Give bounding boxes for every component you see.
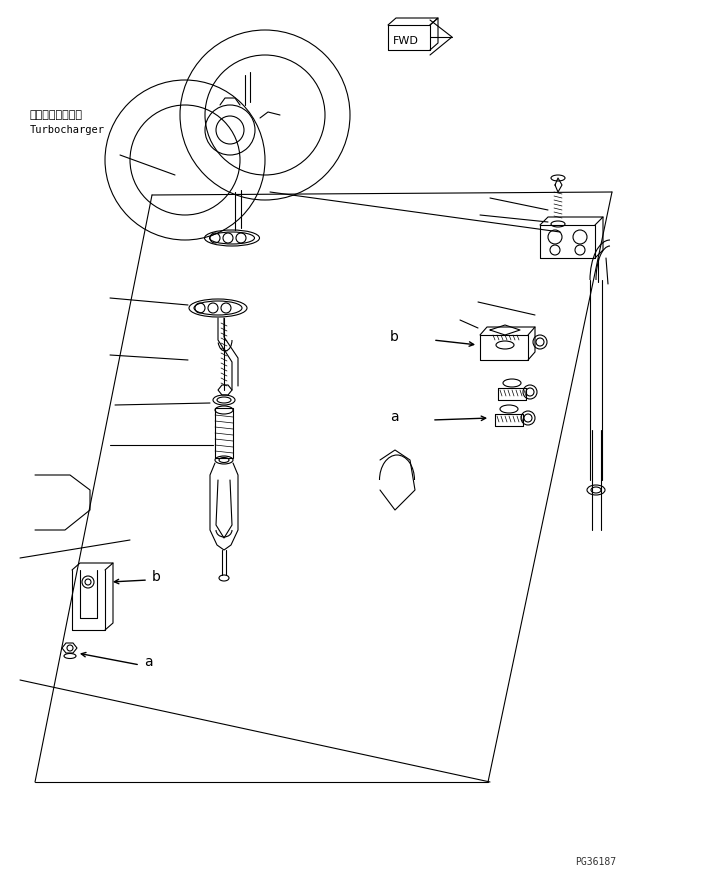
Text: a: a [144,655,153,669]
Text: b: b [390,330,399,344]
Text: a: a [390,410,398,424]
Text: Turbocharger: Turbocharger [30,125,105,135]
Bar [215,408,233,458]
Text: PG36187: PG36187 [575,857,616,867]
Text: FWD: FWD [393,36,419,46]
Text: b: b [152,570,161,584]
Text: ターボチャージャ: ターボチャージャ [30,110,83,120]
